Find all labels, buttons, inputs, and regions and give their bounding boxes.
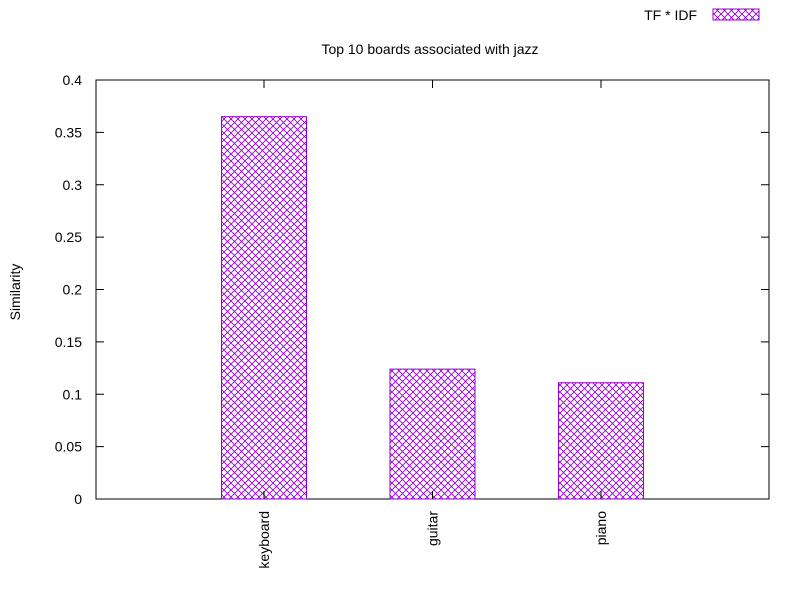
y-axis-ticks: 0 0.05 0.1 0.15 0.2 0.25 0.3 0.35 0.4: [55, 72, 769, 507]
y-tick-label: 0: [74, 491, 82, 507]
y-tick-label: 0.15: [55, 334, 82, 350]
legend: TF * IDF: [644, 7, 760, 23]
y-tick-label: 0.35: [55, 124, 82, 140]
legend-label: TF * IDF: [644, 7, 697, 23]
x-tick-label-guitar: guitar: [425, 511, 441, 546]
bar-piano: [558, 382, 644, 500]
y-tick-label: 0.25: [55, 229, 82, 245]
y-tick-label: 0.4: [63, 72, 83, 88]
bar-guitar: [389, 368, 476, 500]
x-tick-label-piano: piano: [593, 511, 609, 545]
chart-title: Top 10 boards associated with jazz: [321, 41, 538, 57]
y-tick-label: 0.05: [55, 439, 82, 455]
y-tick-label: 0.2: [63, 282, 83, 298]
y-axis-label: Similarity: [7, 264, 23, 321]
y-tick-label: 0.3: [63, 177, 83, 193]
bar-keyboard: [221, 116, 307, 500]
x-axis-ticks: keyboard guitar piano: [256, 80, 609, 569]
x-tick-label-keyboard: keyboard: [256, 511, 272, 569]
bars-group: [221, 116, 644, 500]
legend-swatch: [712, 8, 760, 21]
y-tick-label: 0.1: [63, 386, 83, 402]
